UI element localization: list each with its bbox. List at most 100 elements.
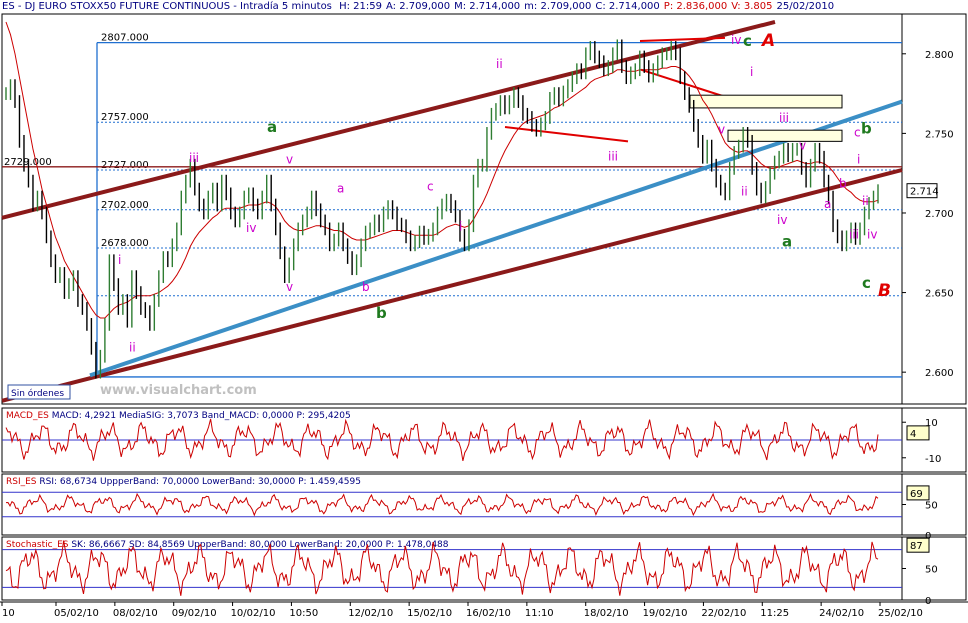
x-tick-label: 22/02/10 [701, 608, 746, 619]
current-indicator-box [906, 537, 930, 553]
wave-label-magenta: iv [867, 227, 877, 241]
zone-box [689, 94, 843, 109]
x-tick-label: 15/02/10 [407, 608, 452, 619]
wave-label-magenta: iv [777, 213, 787, 227]
channel-lower [1, 168, 903, 403]
wave-label-green: c [862, 274, 871, 292]
header-stat: 25/02/2010 [776, 1, 835, 12]
wave-label-magenta: ii [741, 184, 748, 198]
wave-label-magenta: a [337, 181, 344, 195]
wave-label-red: A [760, 31, 775, 51]
wave-label-magenta: ii [862, 194, 869, 208]
x-tick-label: 19/02/10 [643, 608, 688, 619]
current-price-box [906, 183, 938, 199]
watermark: www.visualchart.com [100, 383, 257, 398]
wave-label-green: b [376, 304, 387, 322]
status-label: Sin órdenes [11, 388, 64, 399]
indicator-line [5, 418, 879, 462]
axis-frame [901, 13, 967, 405]
y-tick-label: -10 [925, 454, 941, 465]
wave-label-magenta: iv [246, 221, 256, 235]
wave-label-magenta: v [799, 138, 806, 152]
wave-label-magenta: iii [849, 227, 859, 241]
header-stat: A: 2.709,000 [385, 1, 451, 12]
y-tick-label: 50 [925, 501, 938, 512]
wave-label-magenta: i [750, 65, 753, 79]
current-indicator-box [906, 425, 930, 441]
current-price-label: 2.714 [910, 187, 939, 198]
header-stat: M: 2.714,000 [454, 1, 521, 12]
level-label: 2702.000 [101, 200, 149, 211]
y-tick-label: 0 [925, 596, 931, 607]
wave-label-magenta: iv [731, 33, 741, 47]
wave-label-magenta: v [718, 122, 725, 136]
wave-label-magenta: v [286, 153, 293, 167]
wave-label-magenta: b [362, 280, 370, 294]
header-bar: ES - DJ EURO STOXX50 FUTURE CONTINUOUS -… [2, 1, 834, 12]
level-label: 2807.000 [101, 33, 149, 44]
header-stats: H: 21:59 A: 2.709,000 M: 2.714,000 m: 2.709… [335, 1, 834, 12]
wave-label-green: b [861, 119, 872, 137]
header-stat: C: 2.714,000 [595, 1, 660, 12]
x-tick-label: 12/02/10 [348, 608, 393, 619]
wave-label-green: c [743, 32, 752, 50]
wave-label-red: B [878, 281, 891, 301]
x-tick-label: 24/02/10 [819, 608, 864, 619]
channel-upper [1, 20, 776, 220]
x-tick-label: 08/02/10 [113, 608, 158, 619]
y-tick-label: 2.750 [925, 129, 954, 140]
instrument-title: ES - DJ EURO STOXX50 FUTURE CONTINUOUS -… [2, 1, 332, 12]
wave-label-magenta: c [427, 180, 434, 194]
wave-label-magenta: i [459, 219, 462, 233]
level-label: 2727.000 [101, 160, 149, 171]
indicator-line [5, 492, 879, 517]
x-tick-label: 10:50 [289, 608, 318, 619]
panel-frame [1, 536, 903, 601]
level-label: 2757.000 [101, 112, 149, 123]
wave-label-magenta: a [824, 197, 831, 211]
x-tick-label: 10/02/10 [231, 608, 276, 619]
trendline-blue [89, 99, 903, 378]
wave-label-magenta: ii [496, 57, 503, 71]
x-tick-label: 10 [2, 608, 15, 619]
zone-box [727, 129, 843, 142]
wave-label-magenta: i [857, 153, 860, 167]
indicator-title: Stochastic_ES SK: 86,6667 SD: 84,8569 Up… [6, 540, 449, 550]
y-tick-label: 2.600 [925, 368, 954, 379]
x-tick-label: 25/02/10 [878, 608, 923, 619]
y-tick-label: 10 [925, 418, 938, 429]
y-tick-label: 2.650 [925, 289, 954, 300]
status-box [7, 384, 71, 400]
wave-line [639, 36, 726, 43]
wave-line [640, 68, 731, 100]
y-tick-label: 0 [925, 531, 931, 542]
header-stat: H: 21:59 [339, 1, 382, 12]
x-tick-label: 05/02/10 [54, 608, 99, 619]
wave-label-magenta: iii [608, 149, 618, 163]
level-label: 2678.000 [101, 238, 149, 249]
wave-line [504, 126, 629, 143]
y-tick-label: 50 [925, 565, 938, 576]
wave-label-magenta: iii [189, 151, 199, 165]
wave-label-green: a [782, 232, 792, 250]
x-tick-label: 16/02/10 [466, 608, 511, 619]
x-tick-label: 11:25 [760, 608, 789, 619]
indicator-line [5, 540, 879, 596]
wave-label-magenta: iii [779, 111, 789, 125]
y-tick-label: 2.800 [925, 50, 954, 61]
x-tick-label: 18/02/10 [584, 608, 629, 619]
x-tick-label: 11:10 [525, 608, 554, 619]
y-tick-label: 2.700 [925, 209, 954, 220]
wave-label-green: a [267, 118, 277, 136]
wave-label-magenta: ii [129, 340, 136, 354]
wave-label-magenta: v [286, 280, 293, 294]
wave-label-magenta: c [854, 126, 861, 140]
header-stat: P: 2.836,000 [663, 1, 728, 12]
wave-label-magenta: b [839, 177, 847, 191]
current-indicator-label: 69 [910, 489, 923, 500]
indicator-title: MACD_ES MACD: 4,2921 MediaSIG: 3,7073 Ba… [6, 411, 351, 421]
wave-label-magenta: i [118, 253, 121, 267]
current-indicator-label: 87 [910, 541, 923, 552]
